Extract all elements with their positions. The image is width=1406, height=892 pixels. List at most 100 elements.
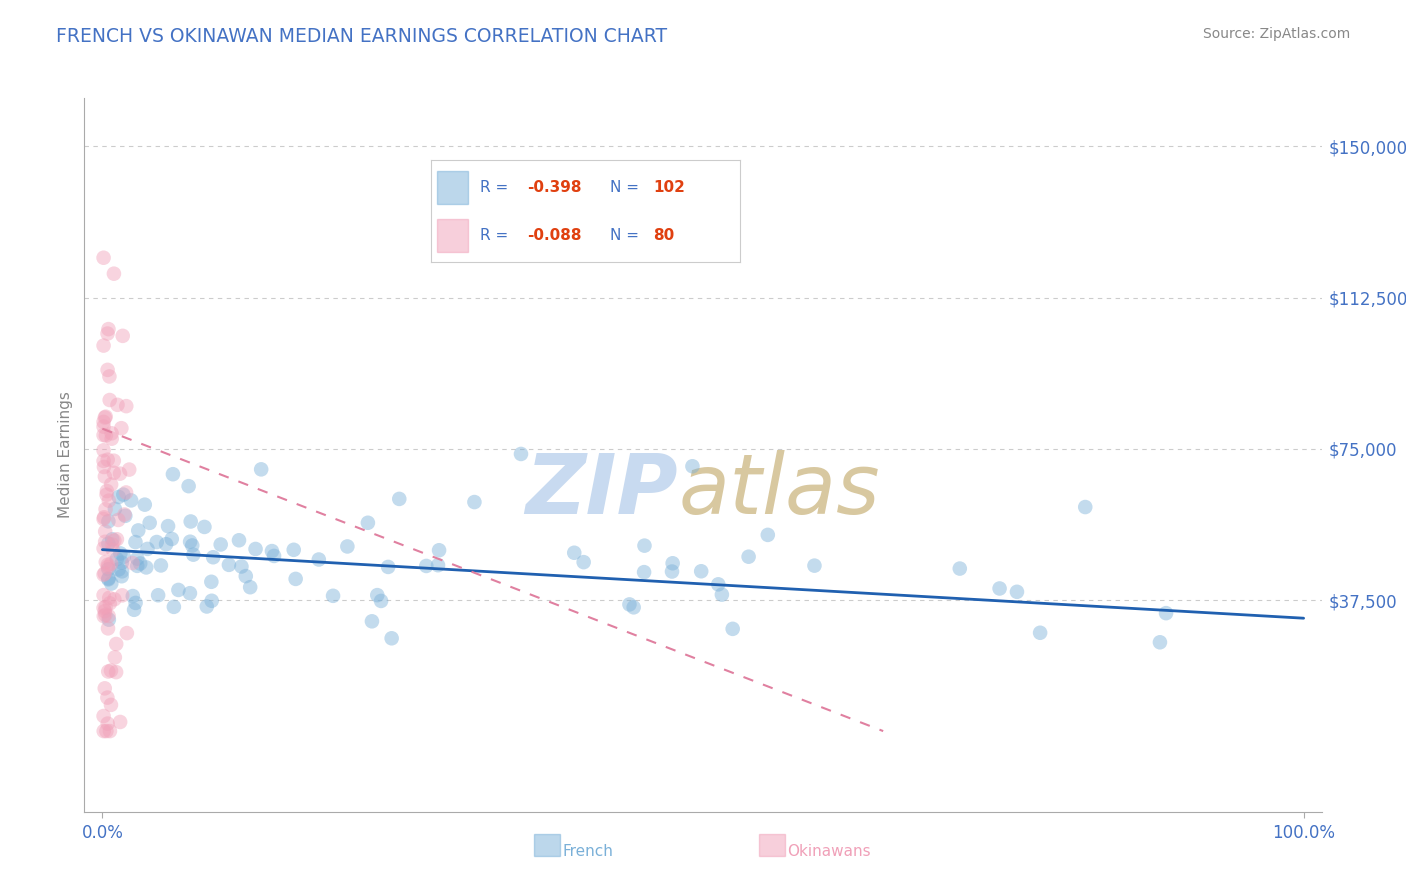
Point [103,453,125,467]
Point [103,533,125,548]
Point [114,508,136,522]
Point [118,462,141,476]
Point [179,534,201,549]
Point [710,588,733,602]
Point [94,469,117,483]
Point [108,467,131,481]
Point [427,558,450,573]
Point [115,399,138,413]
Point [96,488,118,502]
Point [93,600,115,615]
Point [721,622,744,636]
Point [94,428,117,442]
Point [283,542,305,557]
Point [93,419,115,434]
Point [97,493,120,508]
Point [250,462,273,476]
Point [427,543,450,558]
Point [96,483,118,498]
Point [361,615,384,629]
Point [120,493,142,508]
Point [93,512,115,526]
Point [200,574,222,589]
Point [108,714,131,729]
Point [98,369,121,384]
Point [97,536,120,550]
Point [103,267,125,281]
Point [103,592,125,607]
Point [100,477,122,491]
Point [110,421,132,435]
Point [100,432,122,446]
Point [100,664,122,678]
Text: 102: 102 [654,180,685,194]
Point [94,534,117,549]
Point [100,576,122,591]
Point [124,535,146,549]
Point [195,599,218,614]
Point [97,621,120,635]
Point [105,665,128,680]
Point [97,562,120,576]
Point [93,567,115,582]
Point [101,537,124,551]
Point [377,560,399,574]
Point [110,546,132,560]
Point [97,322,120,336]
Point [681,459,703,474]
Point [94,410,117,425]
Point [160,532,183,546]
Point [201,594,224,608]
Point [93,510,115,524]
Point [633,565,655,579]
Point [228,533,250,548]
Point [105,552,128,566]
Point [114,508,136,523]
Point [1154,606,1177,620]
Point [111,329,134,343]
Point [145,535,167,549]
Text: N =: N = [610,228,644,244]
Point [98,591,121,605]
Point [104,502,127,516]
Point [381,632,404,646]
Point [370,594,392,608]
Point [98,724,121,739]
Point [94,502,117,516]
Point [96,326,118,341]
Point [1149,635,1171,649]
Point [129,557,152,571]
Point [263,549,285,563]
Point [803,558,825,573]
Point [93,460,115,475]
Point [179,586,201,600]
FancyBboxPatch shape [437,171,468,203]
Point [633,539,655,553]
Point [97,665,120,679]
Point [157,519,180,533]
Point [124,596,146,610]
Point [235,569,257,583]
Point [93,724,115,739]
Point [94,600,117,615]
Point [661,556,683,570]
FancyBboxPatch shape [437,219,468,252]
Point [193,520,215,534]
Point [111,556,134,570]
Point [94,607,117,622]
Point [111,588,134,602]
Point [93,609,115,624]
Point [623,600,645,615]
Point [100,557,122,571]
Point [163,599,186,614]
Point [96,724,118,739]
Point [111,565,134,579]
Point [136,541,159,556]
Point [107,562,129,576]
Point [122,603,145,617]
Point [231,559,253,574]
Point [239,580,262,594]
Point [357,516,380,530]
Point [112,549,135,564]
Point [202,550,225,565]
